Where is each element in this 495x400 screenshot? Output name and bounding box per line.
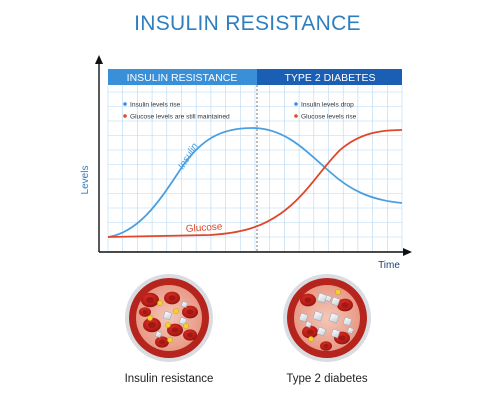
phase-label-insulin-resistance: INSULIN RESISTANCE: [127, 72, 238, 84]
glucose-cube: [312, 310, 324, 322]
glucose-cube: [178, 316, 188, 326]
insulin-particle: [173, 308, 179, 314]
glucose-cube: [330, 296, 341, 307]
x-axis-arrow-icon: [403, 248, 412, 256]
glucose-cube: [328, 312, 340, 324]
legend-left: Insulin levels rise Glucose levels are s…: [123, 102, 230, 121]
glucose-cube: [342, 316, 353, 327]
vessel-illustration-type2-diabetes: [283, 274, 371, 362]
red-blood-cell-center: [306, 329, 314, 335]
x-axis-label: Time: [378, 260, 400, 271]
insulin-curve-label: Insulin: [176, 141, 201, 172]
legend-item: Glucose levels are still maintained: [130, 114, 230, 121]
red-blood-cell-center: [158, 339, 166, 345]
insulin-curve: [108, 127, 402, 238]
glucose-cube: [154, 330, 163, 339]
glucose-cube: [330, 328, 341, 339]
red-blood-cell-center: [304, 297, 312, 303]
insulin-particle: [167, 337, 173, 343]
legend-item: Glucose levels rise: [301, 114, 357, 121]
insulin-particle: [147, 315, 153, 321]
glucose-cube: [316, 326, 327, 337]
glucose-cube: [162, 310, 173, 321]
insulin-particle: [157, 300, 163, 306]
red-blood-cell-center: [147, 321, 157, 329]
legend-dot-glucose: [123, 114, 127, 118]
chart-grid: [107, 85, 403, 252]
phase-bar-right: [257, 69, 402, 85]
y-axis-label: Levels: [80, 166, 91, 195]
caption-type2-diabetes: Type 2 diabetes: [286, 373, 368, 385]
glucose-cube: [304, 320, 313, 329]
red-blood-cell-center: [142, 309, 148, 315]
caption-insulin-resistance: Insulin resistance: [124, 373, 214, 385]
red-blood-cell-center: [323, 343, 329, 349]
glucose-cube: [324, 294, 333, 303]
legend-dot-glucose: [294, 114, 298, 118]
insulin-particle: [165, 322, 171, 328]
red-blood-cell-center: [145, 296, 155, 304]
legend-dot-insulin: [294, 102, 298, 106]
insulin-particle: [183, 323, 189, 329]
red-blood-cell-center: [168, 295, 176, 301]
glucose-curve-label: Glucose: [185, 221, 223, 235]
insulin-particle: [308, 336, 314, 342]
red-blood-cell-center: [171, 327, 179, 333]
glucose-cube: [346, 326, 355, 335]
red-blood-cell-center: [338, 335, 346, 341]
red-blood-cell-center: [186, 332, 194, 338]
glucose-cube: [298, 312, 309, 323]
y-axis-arrow-icon: [95, 55, 103, 64]
page-title: INSULIN RESISTANCE: [134, 12, 361, 35]
insulin-particle: [335, 289, 341, 295]
glucose-cube: [180, 300, 189, 309]
legend-item: Insulin levels rise: [130, 102, 181, 109]
red-blood-cell-center: [341, 302, 349, 308]
vessel-illustration-insulin-resistance: [125, 274, 213, 362]
red-blood-cell-center: [186, 309, 194, 315]
legend-item: Insulin levels drop: [301, 102, 354, 109]
legend-right: Insulin levels drop Glucose levels rise: [294, 102, 357, 121]
phase-label-type2-diabetes: TYPE 2 DIABETES: [284, 72, 375, 84]
glucose-curve: [108, 129, 402, 238]
legend-dot-insulin: [123, 102, 127, 106]
phase-bar-left: [108, 69, 257, 85]
